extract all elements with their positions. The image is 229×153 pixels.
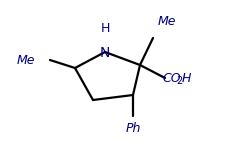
Text: H: H — [100, 22, 110, 35]
Text: Ph: Ph — [125, 122, 141, 135]
Text: Me: Me — [16, 54, 35, 67]
Text: Me: Me — [158, 15, 177, 28]
Text: CO: CO — [162, 71, 181, 84]
Text: N: N — [100, 46, 110, 60]
Text: H: H — [182, 71, 191, 84]
Text: 2: 2 — [176, 76, 182, 86]
